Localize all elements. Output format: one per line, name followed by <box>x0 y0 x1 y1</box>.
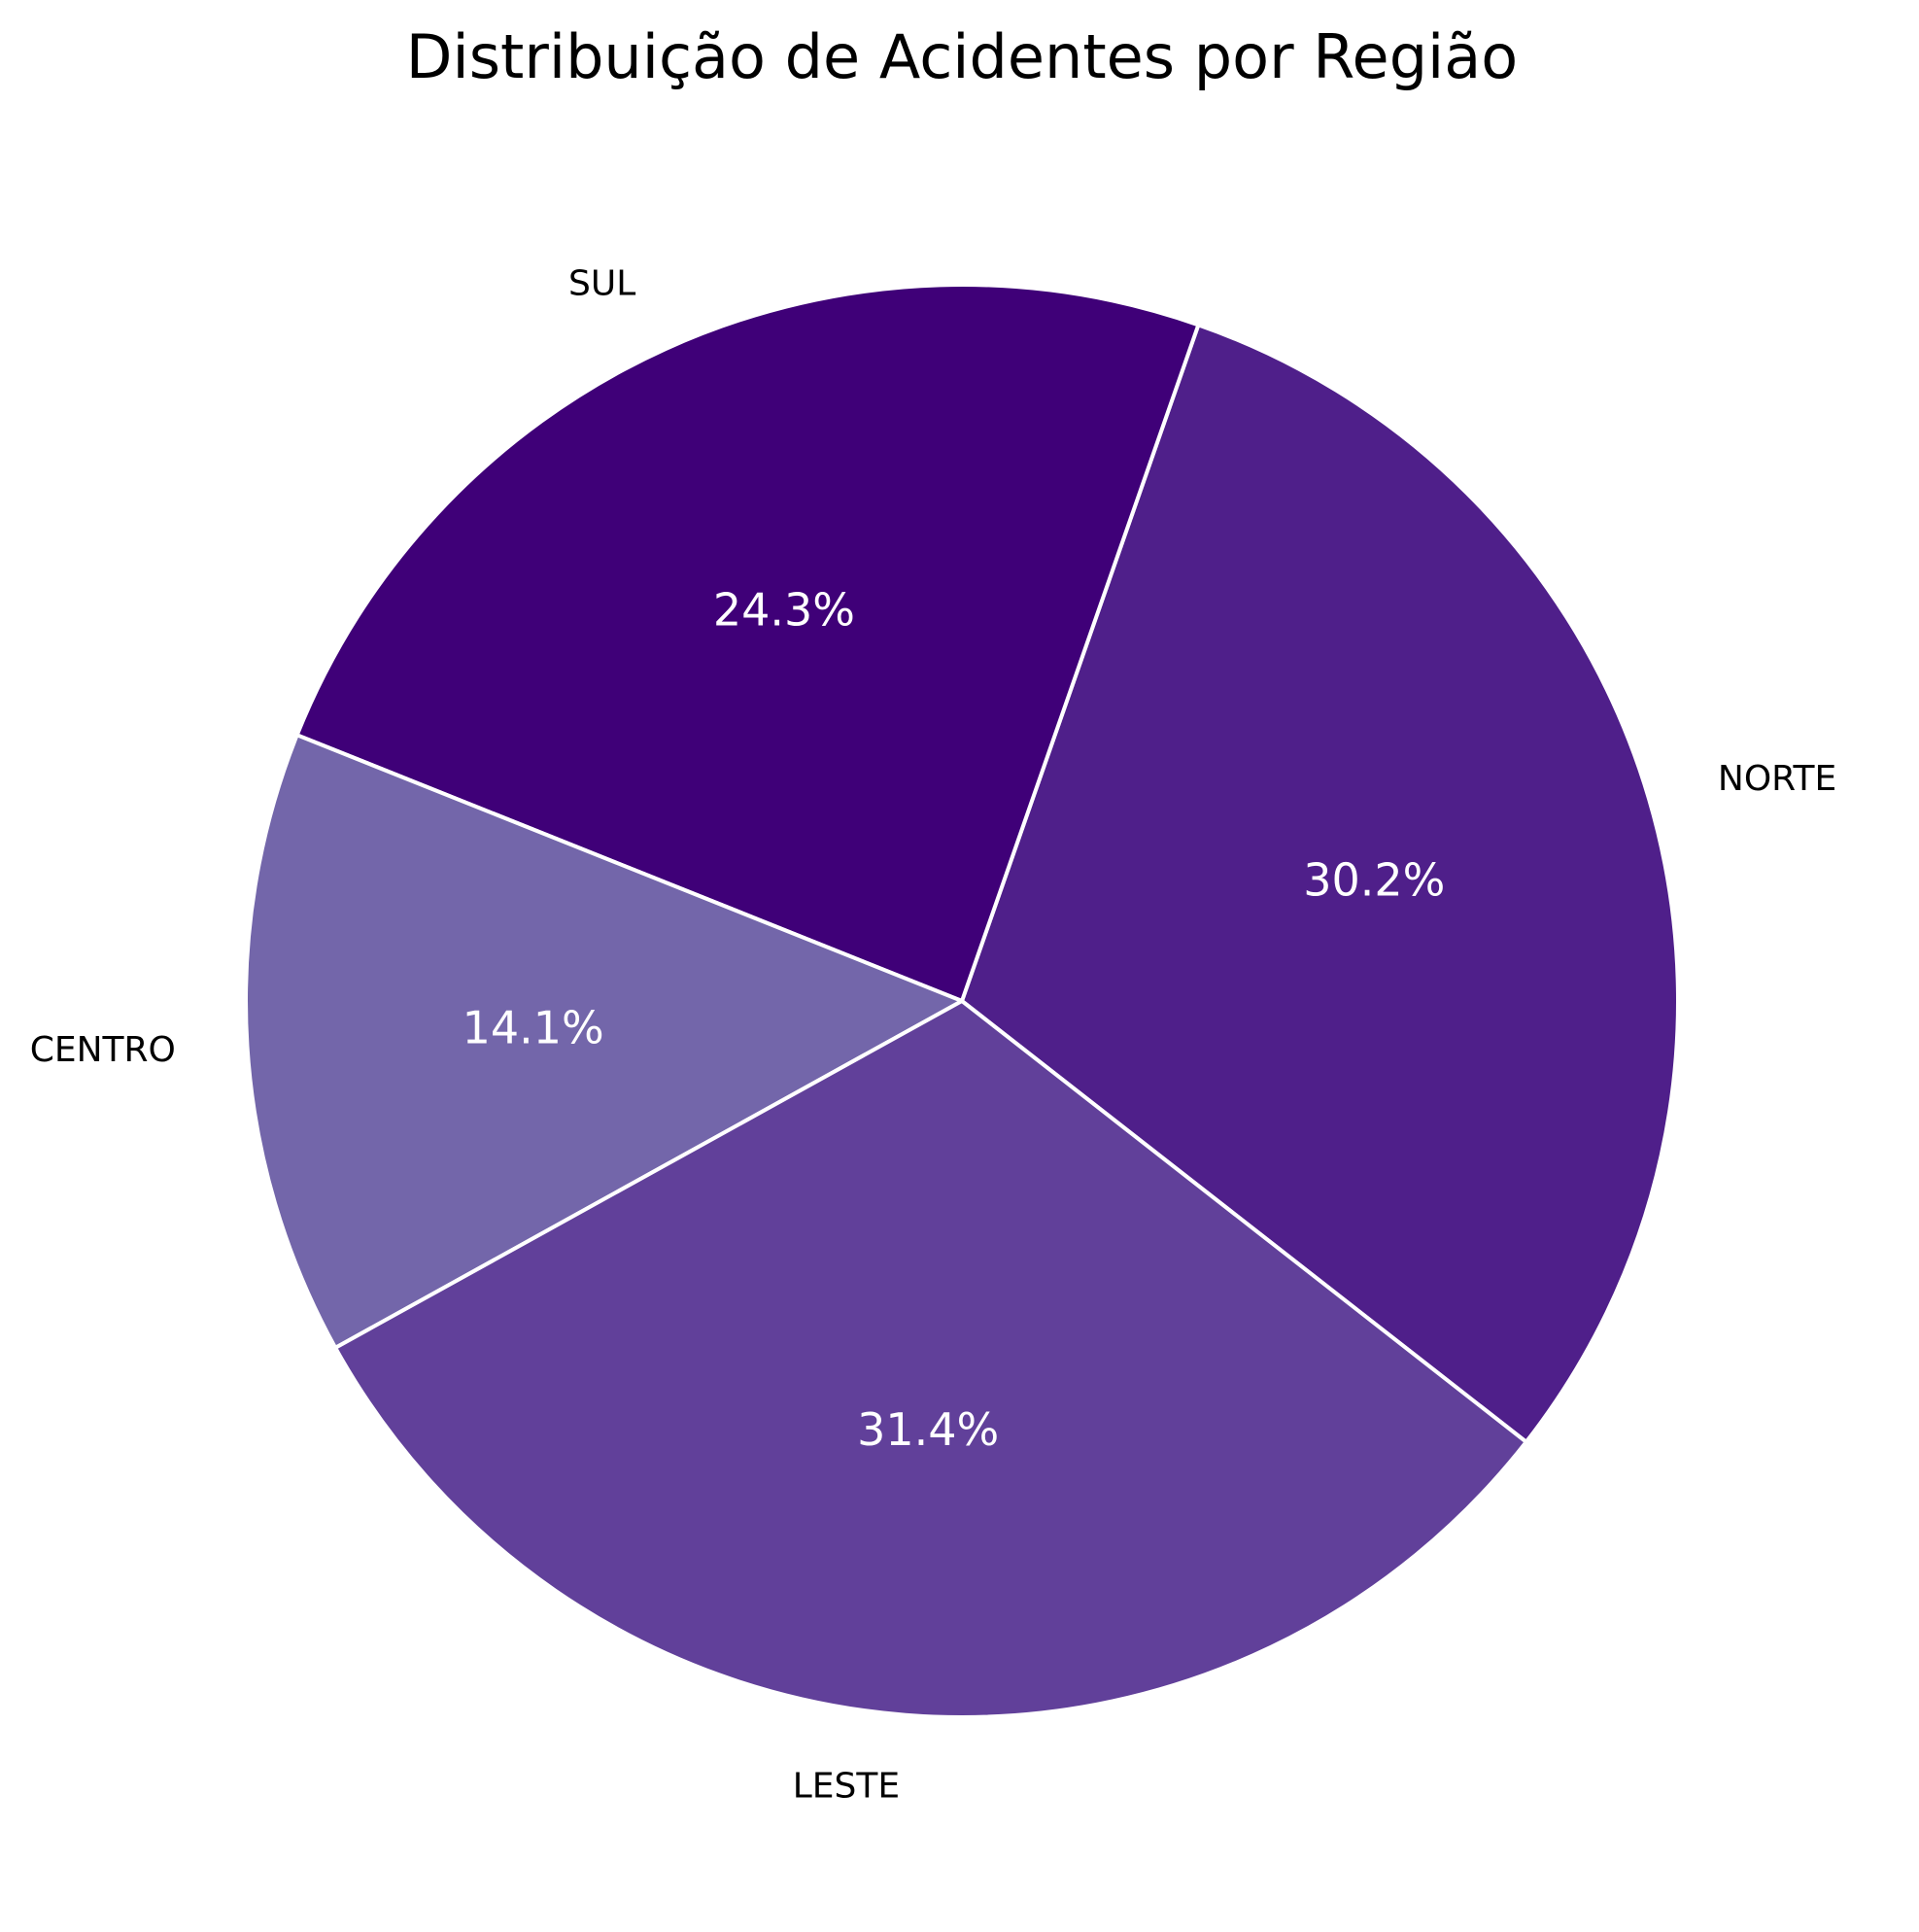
pie-percent-label-norte: 30.2% <box>1303 853 1445 906</box>
pie-slice-sul <box>294 282 1201 1003</box>
pie-percent-labels: 30.2% 24.3% 14.1% 31.4% <box>463 584 1446 1456</box>
chart-title: Distribuição de Acidentes por Região <box>406 21 1518 92</box>
pie-category-label-centro: CENTRO <box>30 1030 176 1070</box>
pie-category-labels: NORTE SUL CENTRO LESTE <box>30 264 1837 1807</box>
pie-percent-label-centro: 14.1% <box>463 1002 604 1054</box>
pie-category-label-sul: SUL <box>568 264 635 304</box>
pie-category-label-norte: NORTE <box>1718 759 1836 799</box>
pie-percent-label-sul: 24.3% <box>713 584 855 637</box>
pie-slice-leste <box>333 999 1528 1719</box>
pie-slice-centro <box>244 733 964 1350</box>
pie-percent-label-leste: 31.4% <box>857 1403 999 1456</box>
pie-slices <box>244 282 1680 1719</box>
pie-category-label-leste: LESTE <box>793 1767 900 1807</box>
pie-slice-norte <box>960 323 1680 1444</box>
